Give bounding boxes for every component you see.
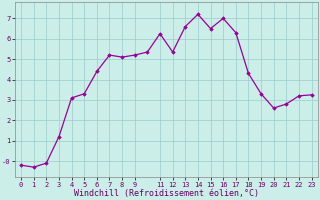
X-axis label: Windchill (Refroidissement éolien,°C): Windchill (Refroidissement éolien,°C)	[74, 189, 259, 198]
